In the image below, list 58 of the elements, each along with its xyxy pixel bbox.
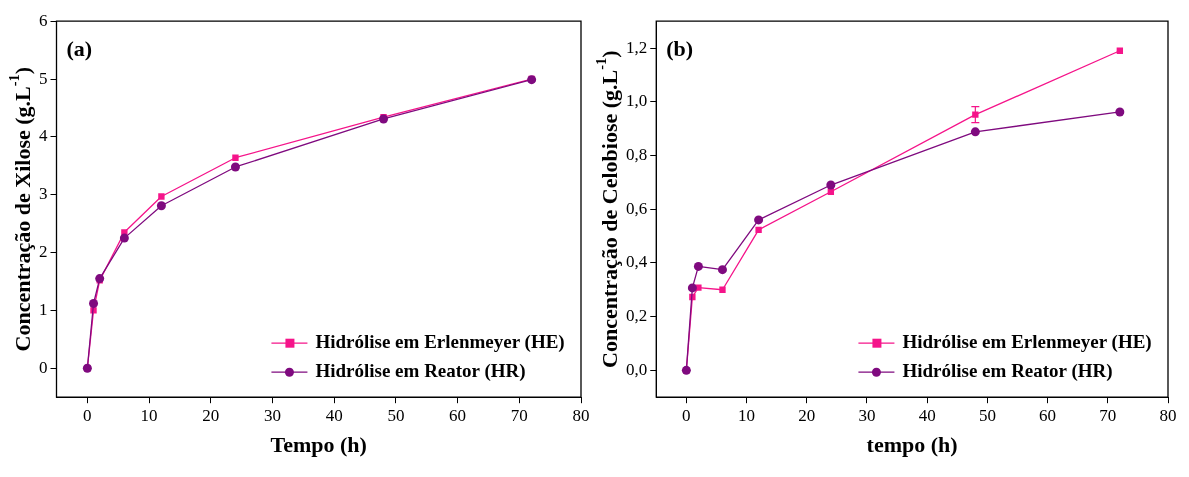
y-axis-title: Concentração de Celobiose (g.L-1) — [592, 50, 622, 368]
legend-label: Hidrólise em Reator (HR) — [315, 360, 526, 383]
y-tick-label: 0 — [39, 357, 48, 377]
point — [1115, 107, 1125, 117]
y-tick-label: 1 — [39, 299, 48, 319]
point — [826, 180, 836, 190]
point — [119, 233, 129, 243]
point — [89, 298, 99, 308]
y-tick-label: 1,0 — [626, 91, 648, 111]
x-axis-title: tempo (h) — [866, 432, 958, 458]
x-tick-label: 10 — [140, 405, 158, 425]
x-tick-label: 50 — [978, 405, 996, 425]
x-tick-label: 80 — [572, 405, 590, 425]
y-tick-label: 3 — [39, 184, 48, 204]
point — [719, 286, 726, 293]
x-tick-label: 0 — [83, 405, 92, 425]
x-tick-label: 30 — [858, 405, 876, 425]
x-tick-label: 0 — [682, 405, 691, 425]
x-tick-label: 70 — [1099, 405, 1117, 425]
legend-label: Hidrólise em Reator (HR) — [902, 360, 1113, 383]
point — [754, 215, 764, 225]
y-tick-label: 0,4 — [626, 252, 648, 272]
x-tick-label: 20 — [798, 405, 816, 425]
x-tick-label: 40 — [325, 405, 343, 425]
x-tick-label: 80 — [1159, 405, 1177, 425]
annotation: (b) — [666, 35, 694, 61]
y-tick-label: 0,8 — [626, 144, 648, 164]
y-tick-label: 2 — [39, 242, 48, 262]
point — [693, 261, 703, 271]
point — [687, 283, 697, 293]
x-tick-label: 60 — [449, 405, 467, 425]
x-tick-label: 40 — [918, 405, 936, 425]
x-tick-label: 10 — [738, 405, 756, 425]
y-tick-label: 0,0 — [626, 359, 648, 379]
y-tick-label: 0,6 — [626, 198, 648, 218]
legend-label: Hidrólise em Erlenmeyer (HE) — [902, 331, 1152, 354]
point — [755, 226, 762, 234]
legend-label: Hidrólise em Erlenmeyer (HE) — [315, 331, 565, 354]
x-axis-title: Tempo (h) — [270, 432, 367, 458]
y-tick-label: 1,2 — [626, 37, 648, 57]
point — [972, 111, 979, 118]
annotation: (a) — [66, 35, 93, 61]
y-tick-label: 4 — [39, 126, 48, 146]
y-tick-label: 5 — [39, 68, 48, 88]
point — [230, 162, 240, 172]
point — [156, 201, 166, 211]
x-tick-label: 20 — [202, 405, 220, 425]
x-tick-label: 70 — [510, 405, 528, 425]
y-tick-label: 0,2 — [626, 306, 648, 326]
point — [232, 154, 239, 161]
y-axis-title: Concentração de Xilose (g.L-1) — [5, 66, 35, 352]
point — [970, 127, 980, 137]
x-tick-label: 60 — [1039, 405, 1057, 425]
point — [158, 193, 165, 200]
x-tick-label: 30 — [263, 405, 281, 425]
x-tick-label: 50 — [387, 405, 405, 425]
point — [717, 265, 727, 275]
y-tick-label: 6 — [39, 10, 48, 30]
